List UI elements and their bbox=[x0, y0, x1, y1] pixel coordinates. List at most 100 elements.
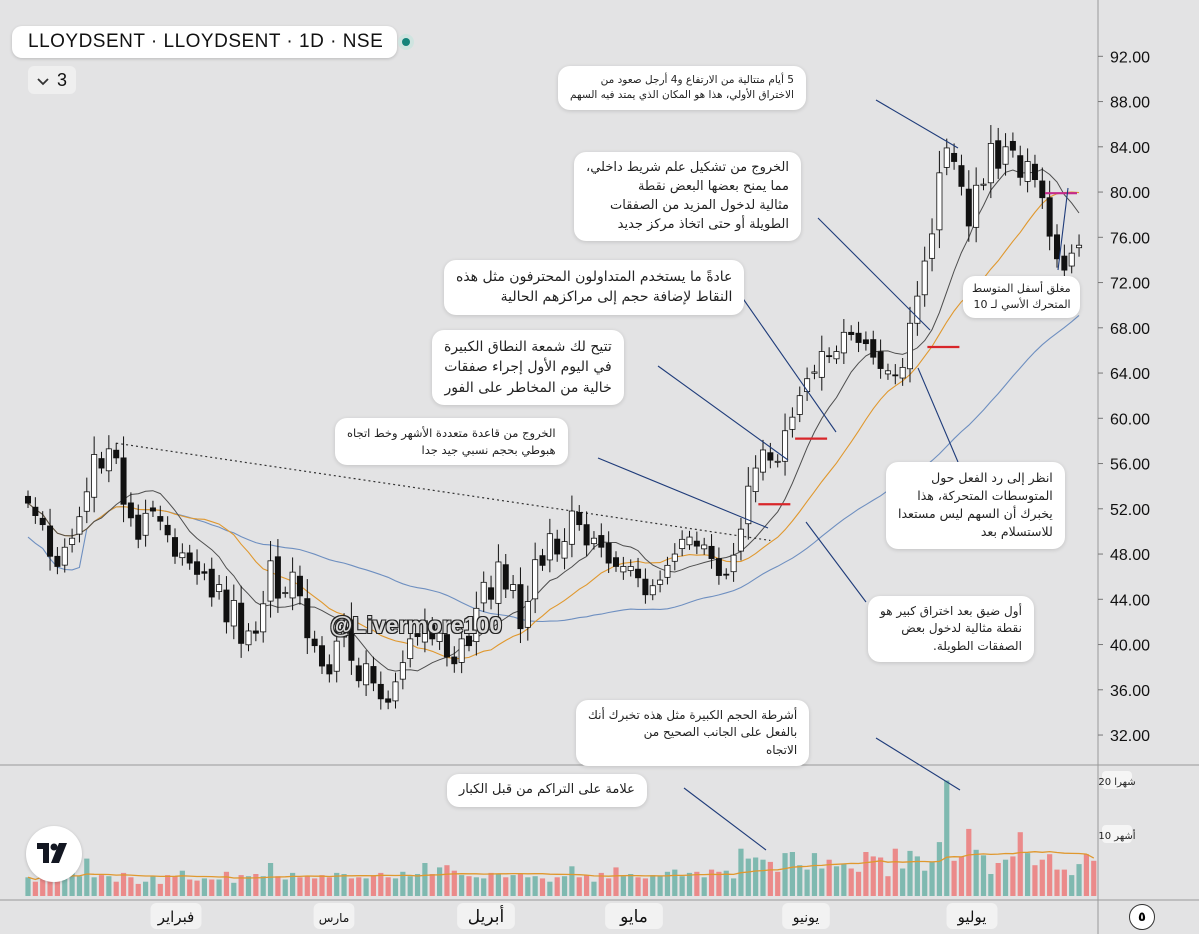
chart-settings-button[interactable]: ٥ bbox=[1129, 904, 1155, 930]
candle-body bbox=[39, 517, 46, 526]
volume-bar bbox=[385, 877, 391, 896]
price-axis[interactable]: 92.00 88.00 84.00 80.00 76.00 72.00 68.00 64.00… bbox=[1098, 49, 1150, 843]
leader-line bbox=[875, 99, 959, 149]
candle-body bbox=[664, 564, 671, 578]
candle-body bbox=[465, 635, 472, 647]
candle-body bbox=[98, 458, 105, 469]
volume-bar bbox=[326, 877, 332, 896]
candle bbox=[267, 540, 274, 618]
leader-line bbox=[1057, 187, 1069, 271]
candle-body bbox=[730, 554, 737, 573]
candle bbox=[752, 455, 759, 503]
candle-body bbox=[583, 524, 590, 546]
candle bbox=[1068, 244, 1075, 274]
trendline bbox=[116, 442, 771, 542]
candle bbox=[980, 178, 987, 191]
leader-line bbox=[805, 521, 867, 603]
candle bbox=[311, 630, 318, 653]
time-axis[interactable]: فبراير مارس أبريل مايو يونيو يوليو bbox=[150, 903, 998, 929]
candle bbox=[833, 345, 840, 364]
candle bbox=[1009, 132, 1016, 158]
volume-bar bbox=[995, 863, 1001, 896]
candle bbox=[730, 542, 737, 582]
volume-bar bbox=[25, 877, 31, 896]
candle bbox=[590, 531, 597, 550]
candle-body bbox=[1061, 255, 1068, 271]
volume-bar bbox=[701, 877, 707, 896]
volume-bar bbox=[106, 876, 112, 896]
candle bbox=[899, 358, 906, 386]
price-tick-label: 88.00 bbox=[1110, 95, 1150, 112]
candle bbox=[840, 319, 847, 364]
candle-body bbox=[546, 533, 553, 561]
candle bbox=[355, 657, 362, 688]
candle bbox=[370, 656, 377, 692]
indicators-toggle-button[interactable]: 3 bbox=[28, 66, 76, 94]
symbol-title[interactable]: LLOYDSENT · LLOYDSENT · 1D · NSE bbox=[12, 26, 398, 58]
month-label-bg bbox=[946, 903, 998, 929]
volume-bar bbox=[84, 858, 90, 896]
candle-body bbox=[613, 557, 620, 567]
volume-bar bbox=[334, 872, 340, 896]
annotation-base-breakout: الخروج من قاعدة متعددة الأشهر وخط اتجاه … bbox=[335, 418, 568, 466]
candle bbox=[649, 579, 656, 601]
annotation-leader-lines bbox=[597, 99, 1069, 851]
candle bbox=[98, 451, 105, 474]
candle bbox=[385, 690, 392, 710]
candle-body bbox=[127, 502, 134, 519]
price-tick-label: 84.00 bbox=[1110, 140, 1150, 157]
volume-bar bbox=[716, 871, 722, 896]
candle bbox=[929, 218, 936, 272]
volume-bar bbox=[958, 856, 965, 896]
candle-body bbox=[436, 632, 443, 642]
volume-bar bbox=[936, 842, 942, 896]
sma-20-line bbox=[27, 191, 1080, 660]
candle-body bbox=[576, 512, 583, 526]
volume-bar bbox=[539, 878, 546, 896]
annotation-five-days: 5 أيام متتالية من الارتفاع و4 أرجل صعود … bbox=[558, 66, 806, 111]
volume-bar bbox=[157, 883, 163, 896]
volume-bar bbox=[804, 869, 810, 896]
candle-body bbox=[554, 538, 561, 555]
candle-body bbox=[936, 172, 943, 231]
candle bbox=[421, 608, 428, 653]
candle bbox=[164, 516, 171, 543]
tradingview-logo-icon[interactable] bbox=[26, 826, 82, 882]
volume-bar bbox=[525, 877, 531, 896]
candle bbox=[671, 543, 678, 571]
candle-body bbox=[862, 339, 869, 345]
candle bbox=[524, 585, 531, 641]
candle bbox=[1039, 167, 1046, 209]
volume-bar bbox=[495, 874, 501, 896]
candle bbox=[208, 557, 215, 607]
candle-body bbox=[995, 140, 1002, 169]
candle bbox=[260, 590, 267, 643]
candle-body bbox=[282, 592, 289, 594]
candle bbox=[723, 568, 730, 580]
volume-bar bbox=[319, 875, 325, 896]
candle bbox=[1054, 224, 1061, 268]
candle bbox=[914, 281, 921, 336]
candle bbox=[936, 150, 943, 249]
candle-body bbox=[782, 430, 789, 462]
candle bbox=[576, 505, 583, 531]
volume-bar bbox=[98, 875, 105, 896]
candle bbox=[451, 646, 458, 673]
volume-bar bbox=[561, 876, 568, 896]
candle bbox=[568, 495, 575, 558]
candle bbox=[686, 530, 693, 550]
leader-line bbox=[875, 737, 961, 791]
candle bbox=[657, 570, 664, 593]
candle bbox=[194, 549, 201, 585]
sma-10-line bbox=[27, 168, 1080, 672]
annotation-close-below-ma: مغلق أسفل المتوسط المتحرك الأسي لـ 10 bbox=[963, 276, 1080, 318]
candle bbox=[884, 363, 891, 380]
candle bbox=[443, 623, 450, 667]
candle-body bbox=[701, 544, 708, 550]
candle-body bbox=[635, 568, 642, 579]
volume-bar bbox=[451, 870, 457, 896]
volume-bar bbox=[532, 876, 538, 896]
candle-body bbox=[818, 351, 825, 378]
volume-bar bbox=[356, 877, 362, 896]
